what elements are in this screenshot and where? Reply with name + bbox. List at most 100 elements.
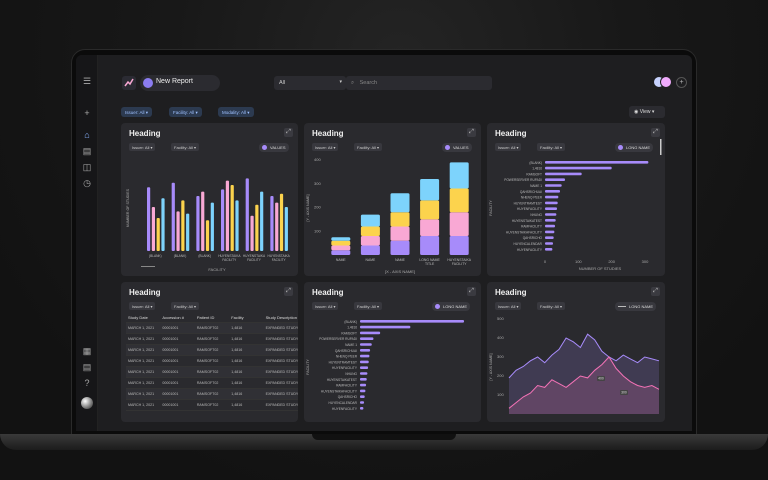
table-row[interactable]: MARCH 1, 2021 00001001 RAMSOFT02 1,4816 EXPA… [126,389,298,400]
column-header[interactable]: Facility [231,314,244,320]
table-cell: 00001001 [162,359,179,363]
issuer-select[interactable]: Issuer: All ▾ [129,302,156,310]
table-row[interactable]: MARCH 1, 2021 00001001 RAMSOFT02 1,4816 EXPA… [126,356,298,367]
expand-icon[interactable]: ⤢ [651,287,660,296]
table-cell: RAMSOFT02 [196,403,219,407]
facility-select[interactable]: Facility: All ▾ [537,143,566,151]
issuer-select[interactable]: Issuer: All ▾ [129,143,156,151]
table-row[interactable]: MARCH 1, 2021 00001001 RAMSOFT02 1,4816 EXPA… [126,345,298,356]
legend[interactable]: VALUES [259,143,289,152]
table-row[interactable]: MARCH 1, 2021 00001001 RAMSOFT02 1,4816 EXPA… [126,378,298,389]
bar [360,360,369,364]
issuer-select[interactable]: Issuer: All ▾ [312,302,339,310]
bar-segment [360,214,380,227]
expand-icon[interactable]: ⤢ [284,287,293,296]
y-tick-label: 500 [497,316,504,321]
bar-segment [449,236,469,255]
y-tick-label: 1,4816 [347,326,357,330]
home-icon[interactable]: ⌂ [84,130,90,140]
bar-segment [449,188,469,213]
bar [545,166,612,170]
table-cell: EXPANDED STUDY TY [265,359,298,363]
column-header[interactable]: Study Description [265,314,297,320]
table-row[interactable]: MARCH 1, 2021 00001001 RAMSOFT02 1,4816 EXPA… [126,367,298,378]
database-icon[interactable]: ◫ [82,162,92,172]
facility-select[interactable]: Facility: All ▾ [171,143,200,151]
chevron-down-icon: ▾ [339,79,342,85]
add-collaborator-button[interactable]: + [676,77,687,88]
bar [255,204,259,251]
y-tick-label: HUYENTRAMTEST [514,201,542,205]
facility-select-value: Facility: All [357,304,376,309]
legend[interactable]: VALUES [442,143,472,152]
report-icon[interactable]: ▤ [82,362,92,372]
annotation-label: 300 [621,391,627,395]
facility-select[interactable]: Facility: All ▾ [537,302,566,310]
y-tick-label: HUYENSTAIKAFACILITY [506,230,543,234]
facility-select[interactable]: Facility: All ▾ [354,143,383,151]
search-placeholder: Search [359,80,378,86]
bar [205,220,210,251]
bar [176,211,180,251]
y-tick-label: RAMSOFT [341,331,357,335]
chart-card-3: Heading ⤢ Issuer: All ▾ Facility: All ▾ … [487,123,665,276]
user-avatar[interactable] [81,397,93,409]
issuer-select[interactable]: Issuer: All ▾ [495,302,522,310]
legend[interactable]: LONG NAME [432,302,471,311]
clock-icon[interactable]: ◷ [83,178,91,188]
bar [171,182,175,251]
x-tick-label: NAME [366,258,377,262]
grid-icon[interactable]: ▦ [82,346,92,356]
y-tick-label: 400 [314,157,321,162]
bar-segment [331,237,351,241]
search-input[interactable]: ⌕ Search [346,76,492,90]
y-tick-label: QAHSRICHO [338,395,358,399]
table-row[interactable]: MARCH 1, 2021 00001001 RAMSOFT02 1,4816 EXPA… [126,400,298,411]
bar [245,178,249,251]
issuer-select[interactable]: Issuer: All ▾ [312,143,339,151]
y-tick-label: HUYENFACILITY [332,366,358,370]
column-header[interactable]: Patient ID [196,314,215,320]
expand-icon[interactable]: ⤢ [467,287,476,296]
bar-segment [331,240,351,246]
table-cell: MARCH 1, 2021 [128,392,155,396]
add-icon[interactable]: + [84,108,90,118]
collaborator-avatars[interactable] [653,76,677,90]
table-cell: 1,4816 [231,403,243,407]
modality-filter[interactable]: Modality: All ▾ [218,107,254,117]
legend[interactable]: LONG NAME [615,143,654,152]
table-row[interactable]: MARCH 1, 2021 00001001 RAMSOFT02 1,4816 EXPA… [126,334,298,345]
scope-select-value: All [279,80,286,86]
issuer-filter[interactable]: Issuer: All ▾ [121,107,153,117]
x-tick-label: (BLANK) [149,254,162,258]
topbar: New Report All ▾ ⌕ Search + [98,55,692,101]
issuer-select[interactable]: Issuer: All ▾ [495,143,522,151]
expand-icon[interactable]: ⤢ [284,128,293,137]
legend[interactable]: LONG NAME [615,302,657,311]
table-row[interactable]: MARCH 1, 2021 00001001 RAMSOFT02 1,4816 EXPA… [126,323,298,334]
column-header[interactable]: Study Date [128,314,148,320]
scope-select[interactable]: All ▾ [274,76,346,90]
bar-segment [331,250,351,255]
bar [360,349,371,352]
facility-select[interactable]: Facility: All ▾ [171,302,200,310]
menu-icon[interactable]: ☰ [82,76,92,86]
facility-select[interactable]: Facility: All ▾ [354,302,383,310]
expand-icon[interactable]: ⤢ [651,128,660,137]
y-axis-label: FACILITY [489,200,493,216]
expand-icon[interactable]: ⤢ [467,128,476,137]
bar-segment [449,212,469,236]
column-header[interactable]: Accession # [162,314,184,320]
facility-filter[interactable]: Facility: All ▾ [169,107,202,117]
new-report-button[interactable]: New Report [140,75,220,91]
folder-icon[interactable]: ▤ [82,146,92,156]
help-icon[interactable]: ? [84,378,90,388]
avatar[interactable] [660,76,672,88]
y-tick-label: 300 [497,354,504,359]
y-tick-label: NAME 1 [345,343,357,347]
table-cell: RAMSOFT02 [196,359,219,363]
bar-chart: NUMBER OF STUDIES FACILITY (BLANK) (BLANK) (… [126,178,291,272]
table-cell: EXPANDED STUDY TY [265,326,298,330]
view-button[interactable]: ◉ View ▾ [629,106,665,118]
issuer-filter-label: Issuer: All [125,110,145,115]
